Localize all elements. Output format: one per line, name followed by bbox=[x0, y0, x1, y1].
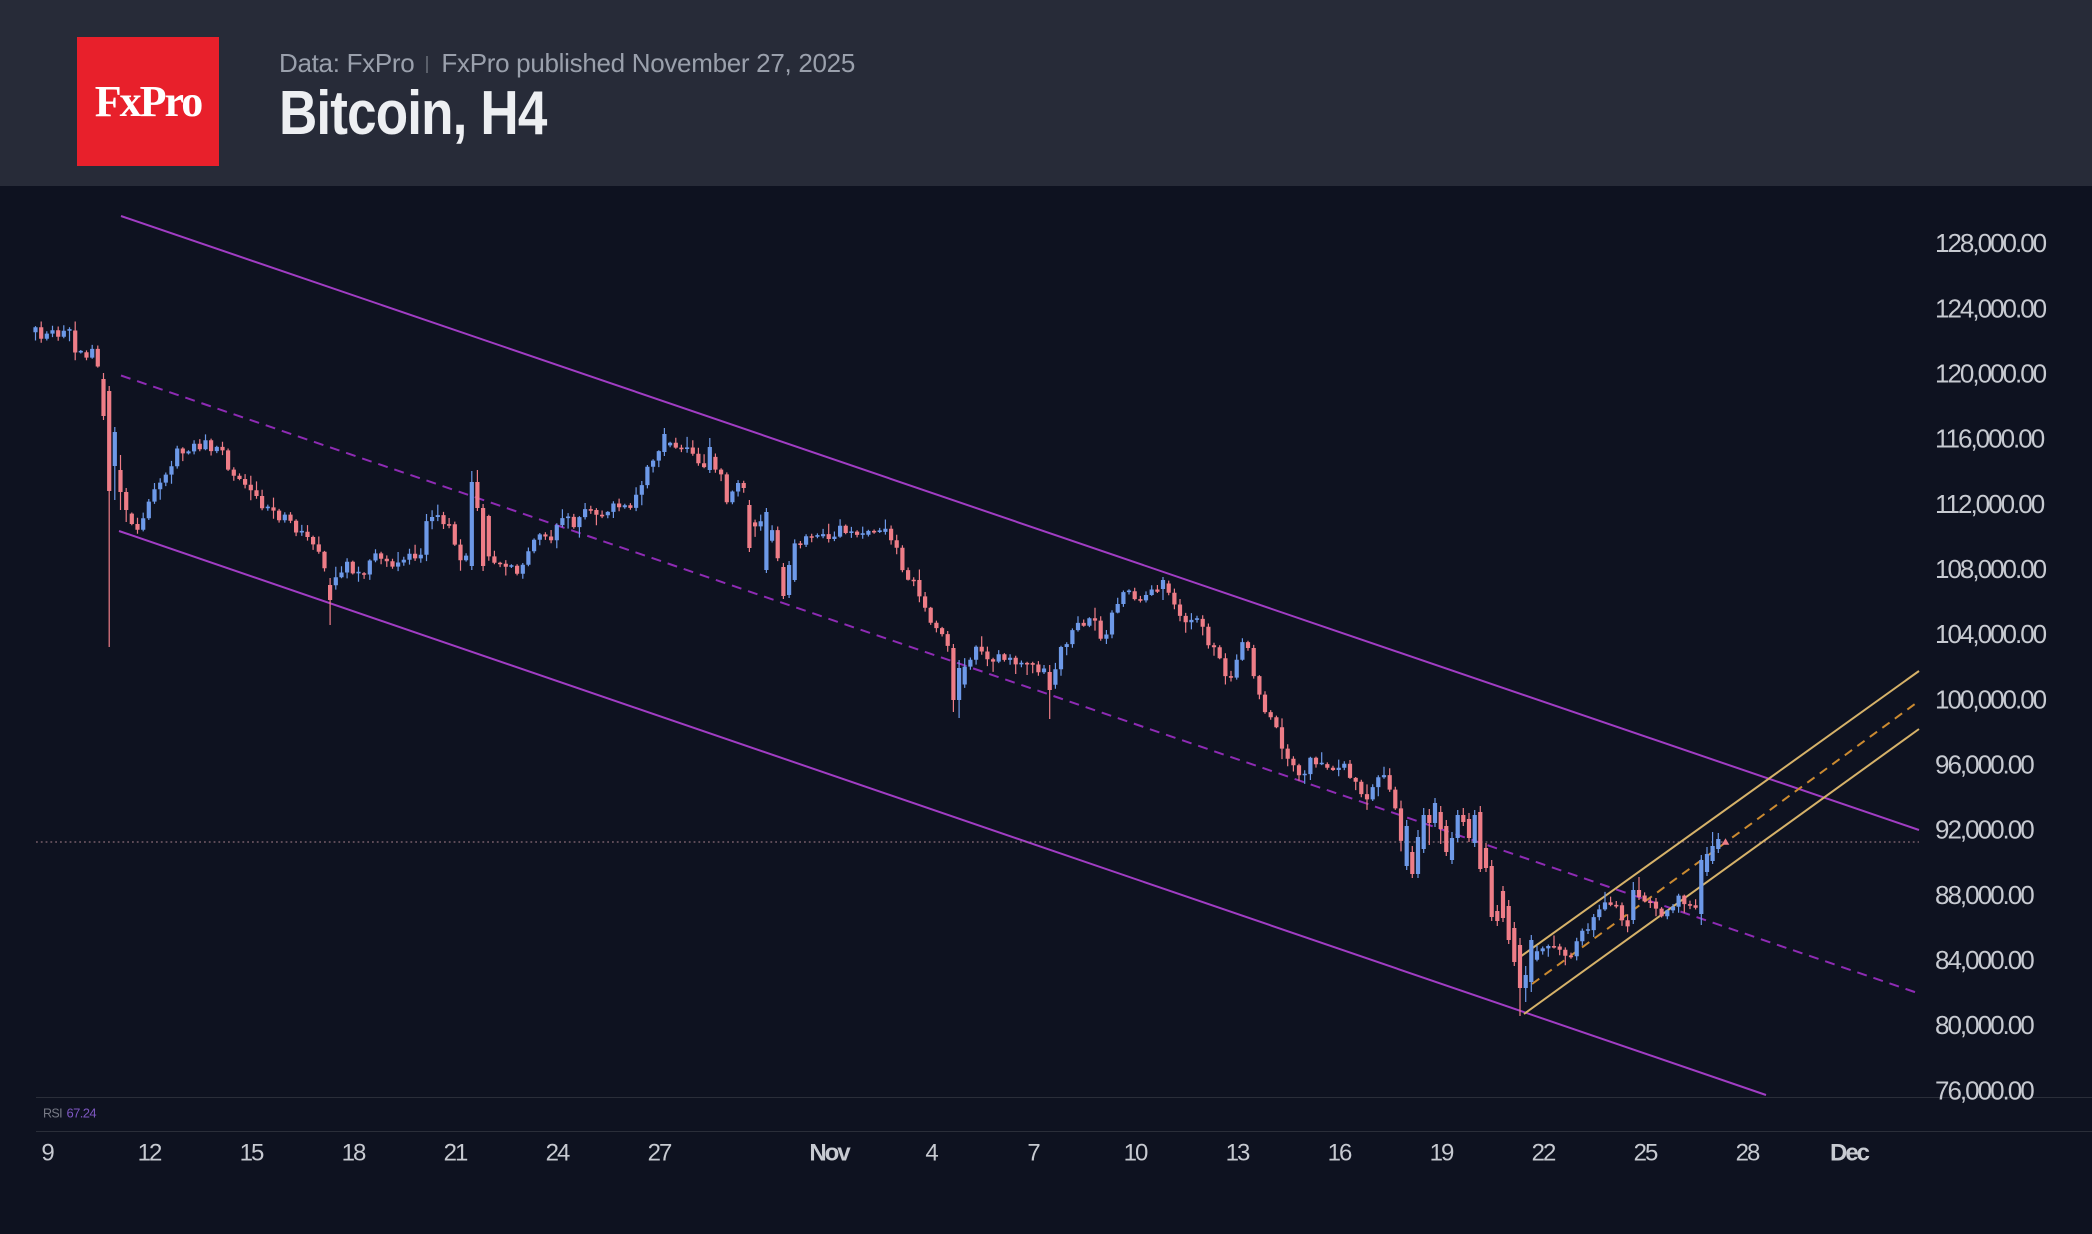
svg-text:108,000.00: 108,000.00 bbox=[1935, 554, 2047, 584]
svg-text:92,000.00: 92,000.00 bbox=[1935, 815, 2034, 845]
svg-text:7: 7 bbox=[1027, 1140, 1040, 1167]
svg-text:76,000.00: 76,000.00 bbox=[1935, 1075, 2034, 1105]
svg-text:Nov: Nov bbox=[809, 1140, 851, 1167]
svg-text:120,000.00: 120,000.00 bbox=[1935, 359, 2047, 389]
svg-text:128,000.00: 128,000.00 bbox=[1935, 228, 2047, 258]
svg-text:100,000.00: 100,000.00 bbox=[1935, 684, 2047, 714]
svg-text:16: 16 bbox=[1328, 1140, 1352, 1167]
svg-text:13: 13 bbox=[1226, 1140, 1250, 1167]
svg-text:9: 9 bbox=[41, 1140, 54, 1167]
svg-text:18: 18 bbox=[342, 1140, 366, 1167]
svg-text:19: 19 bbox=[1430, 1140, 1454, 1167]
svg-text:124,000.00: 124,000.00 bbox=[1935, 293, 2047, 323]
svg-text:24: 24 bbox=[546, 1140, 570, 1167]
svg-text:21: 21 bbox=[444, 1140, 468, 1167]
svg-text:112,000.00: 112,000.00 bbox=[1935, 489, 2045, 519]
svg-text:Dec: Dec bbox=[1830, 1140, 1870, 1167]
svg-text:22: 22 bbox=[1532, 1140, 1556, 1167]
svg-text:4: 4 bbox=[925, 1140, 938, 1167]
svg-text:10: 10 bbox=[1124, 1140, 1148, 1167]
svg-text:67.24: 67.24 bbox=[67, 1106, 97, 1121]
svg-text:27: 27 bbox=[648, 1140, 672, 1167]
svg-text:25: 25 bbox=[1634, 1140, 1658, 1167]
svg-text:96,000.00: 96,000.00 bbox=[1935, 750, 2034, 780]
svg-text:80,000.00: 80,000.00 bbox=[1935, 1010, 2034, 1040]
svg-text:15: 15 bbox=[240, 1140, 264, 1167]
svg-text:28: 28 bbox=[1736, 1140, 1760, 1167]
svg-text:104,000.00: 104,000.00 bbox=[1935, 619, 2047, 649]
svg-text:116,000.00: 116,000.00 bbox=[1935, 424, 2045, 454]
svg-text:88,000.00: 88,000.00 bbox=[1935, 880, 2034, 910]
svg-text:12: 12 bbox=[138, 1140, 162, 1167]
svg-text:84,000.00: 84,000.00 bbox=[1935, 945, 2034, 975]
svg-text:RSI: RSI bbox=[43, 1107, 62, 1121]
